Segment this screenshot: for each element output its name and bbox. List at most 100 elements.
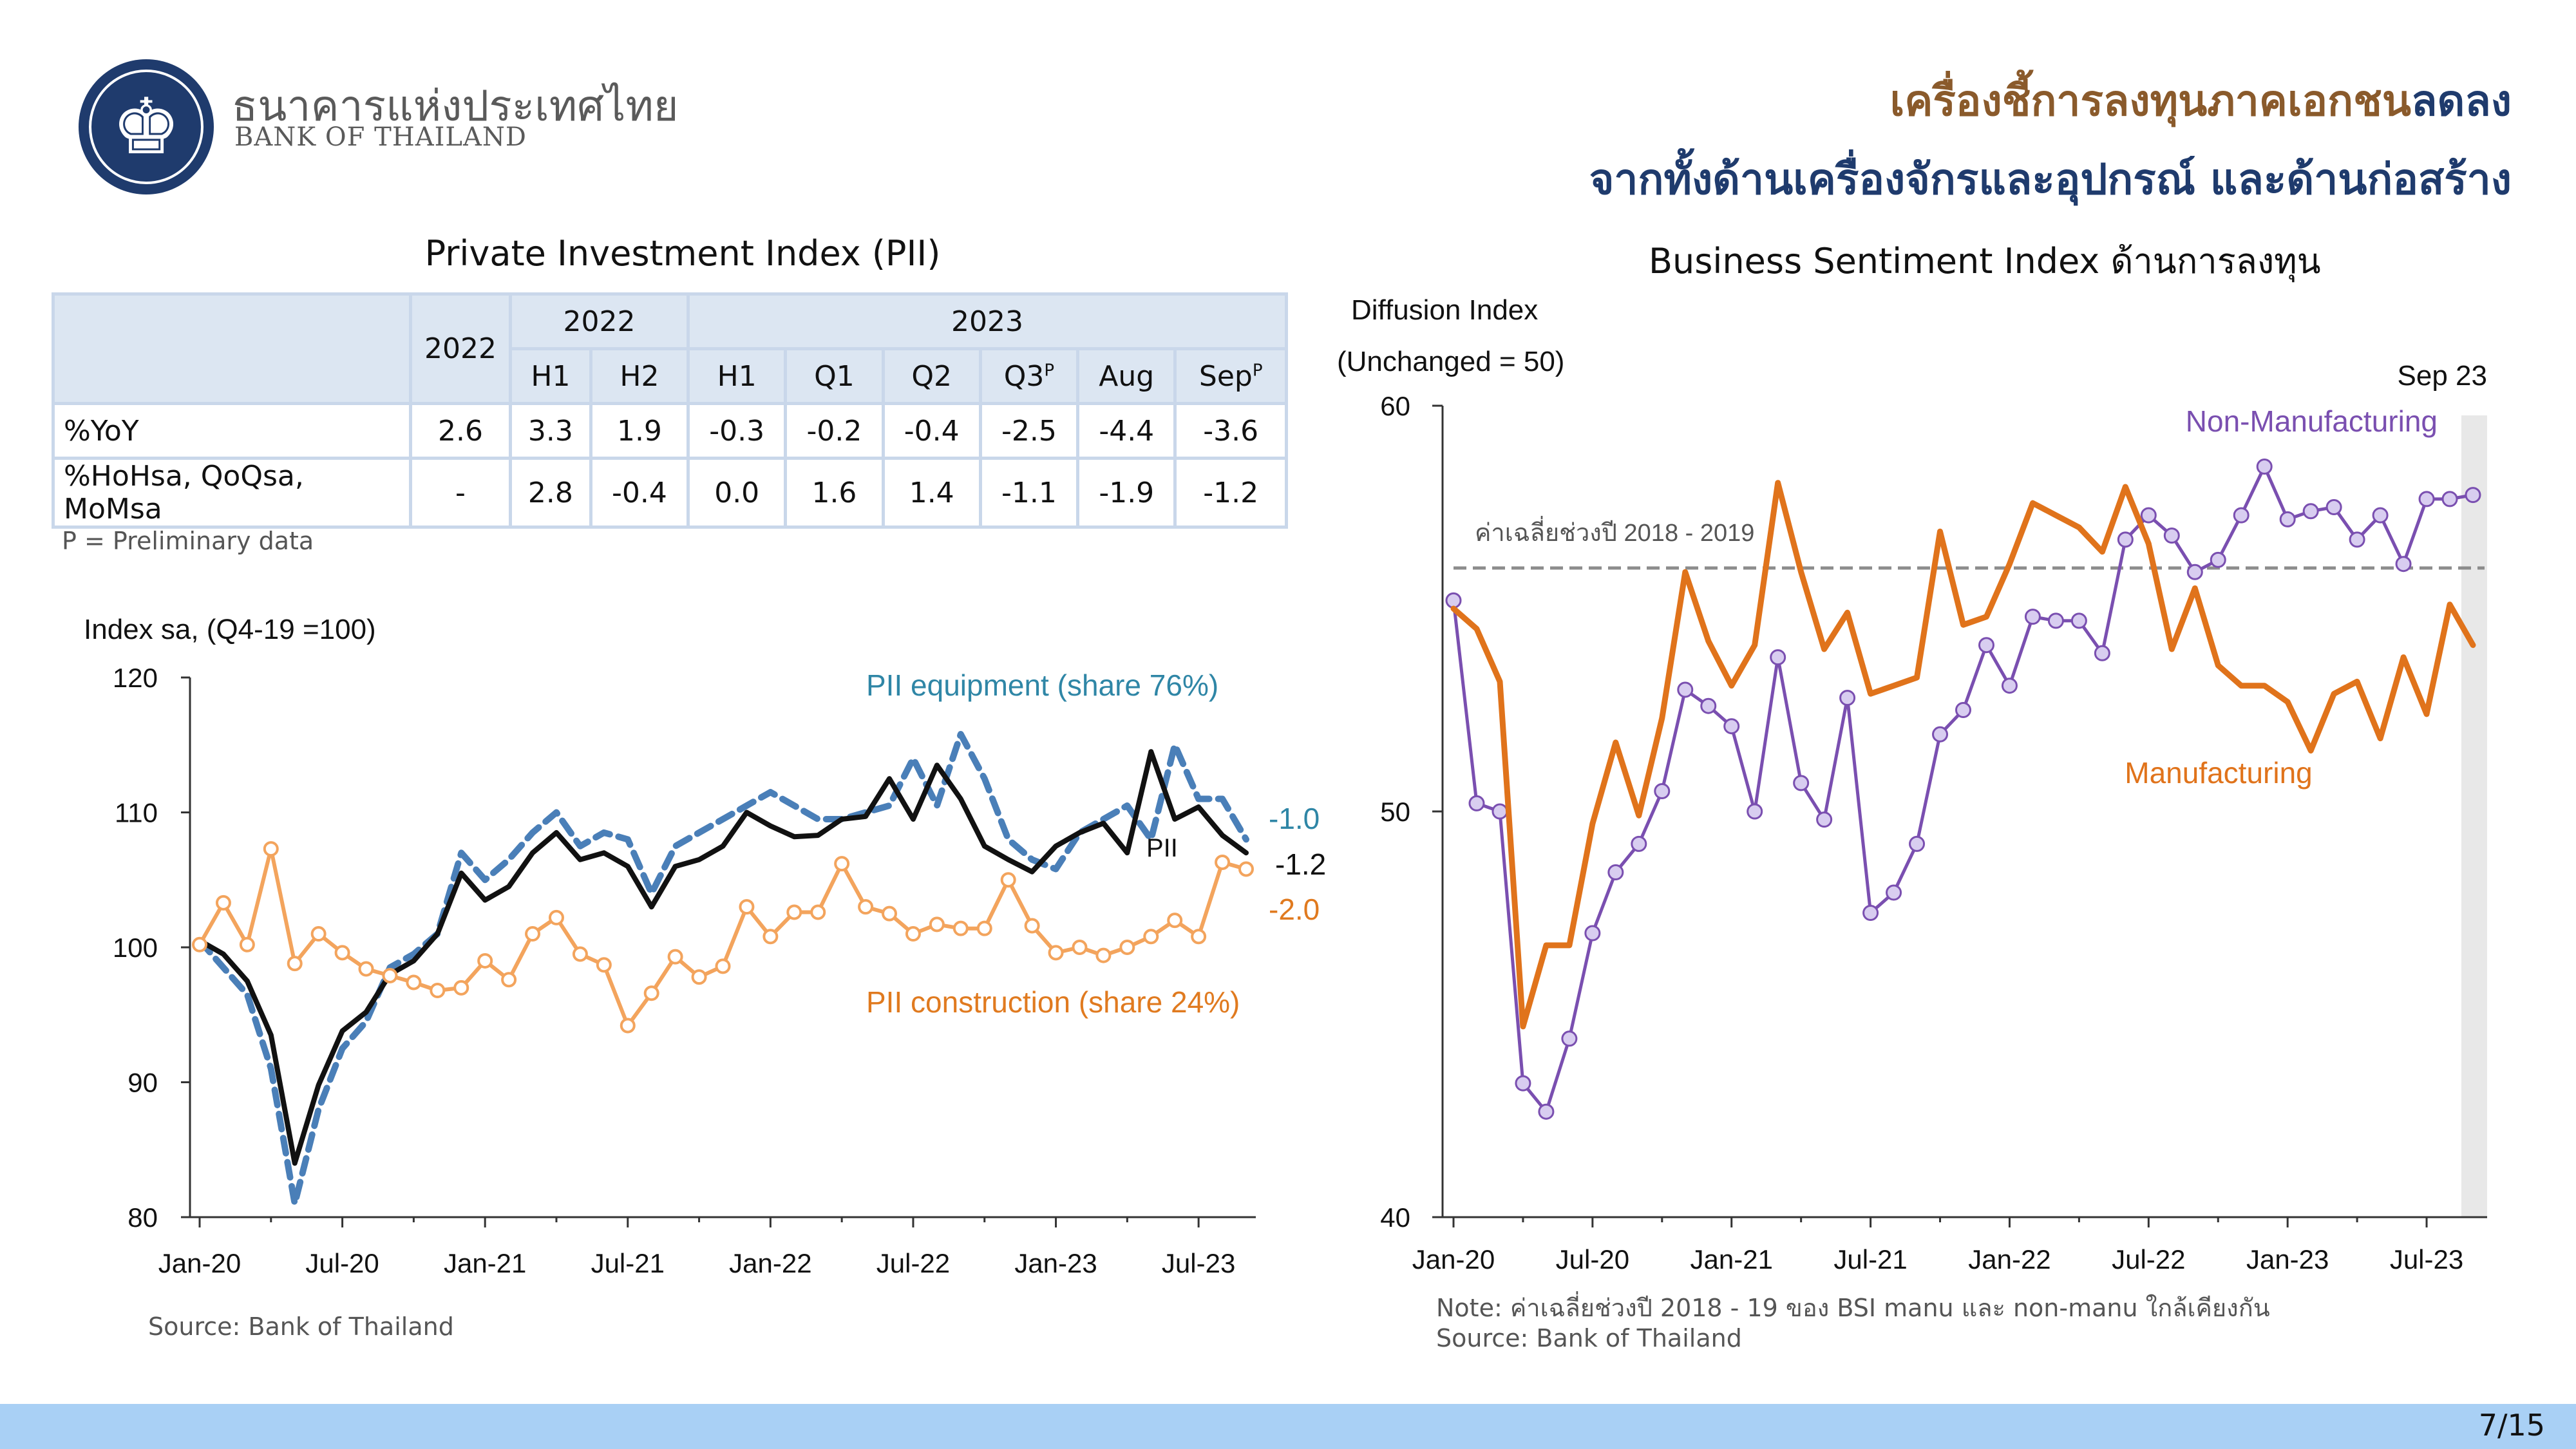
table-cell: 1.4 (881, 457, 982, 529)
garuda-emblem-icon: ♚ (111, 82, 181, 172)
bank-logo-ring (89, 70, 204, 184)
non-manufacturing-point (2210, 551, 2226, 568)
table-cell: -0.2 (784, 402, 885, 460)
slide-title-line2: จากทั้งด้านเครื่องจักรและอุปกรณ์ และด้าน… (1589, 155, 2512, 204)
construction-point (453, 980, 469, 996)
non-manufacturing-point (2395, 556, 2412, 573)
non-manufacturing-point (2233, 507, 2249, 524)
y-tick-label: 50 (1380, 797, 1410, 827)
y-tick-label: 110 (115, 798, 158, 828)
construction-point (1024, 918, 1040, 934)
preliminary-marker: P (1252, 360, 1263, 380)
table-cell: -1.9 (1076, 457, 1177, 529)
construction-point (667, 949, 683, 965)
construction-point (215, 895, 231, 911)
construction-point (1048, 945, 1064, 961)
non-manufacturing-point (1886, 884, 1902, 901)
non-manufacturing-point (2441, 491, 2458, 507)
table-row: %HoHsa, QoQsa, MoMsa -2.8 -0.4 0.0 1.6 1.4 -1.… (52, 457, 1288, 529)
column-label: Q2 (911, 359, 952, 393)
column-label: H1 (717, 359, 757, 393)
non-manufacturing-point (2070, 612, 2087, 629)
right-note: Note: ค่าเฉลี่ยช่วงปี 2018 - 19 ของ BSI … (1436, 1294, 2270, 1322)
table-column-header: Q3P (978, 347, 1080, 405)
row-label: %YoY (52, 402, 412, 460)
x-tick-label: Jan-21 (1690, 1244, 1773, 1274)
table-column-header: Q2 (881, 347, 982, 405)
non-manufacturing-point (2094, 645, 2110, 661)
construction-point (501, 972, 517, 988)
construction-point (310, 926, 327, 942)
non-manufacturing-point (2047, 612, 2064, 629)
table-group-header: 2022 (508, 292, 690, 350)
non-manufacturing-point (1955, 702, 1971, 718)
page-number: 7/15 (2478, 1408, 2545, 1443)
non-manufacturing-point (1723, 718, 1740, 735)
series-line-pii (197, 749, 1249, 1166)
table-cell: -1.2 (1173, 457, 1288, 529)
construction-point (525, 926, 541, 942)
non-manufacturing-point (1839, 690, 1856, 706)
pii-line-chart: Index sa, (Q4-19 =100) 80 90 100 110 120 Jan-2… (84, 614, 1327, 1278)
non-manufacturing-point (2117, 531, 2134, 548)
column-label: H1 (531, 359, 571, 393)
x-tick-label: Jan-20 (158, 1248, 241, 1278)
manufacturing-label: Manufacturing (2125, 756, 2313, 790)
non-manufacturing-point (2140, 507, 2157, 524)
construction-point (1167, 913, 1183, 929)
title-part-b: ลดลง (2411, 76, 2512, 126)
non-manufacturing-point (1607, 864, 1624, 880)
construction-point (1215, 855, 1231, 871)
non-manufacturing-point (2325, 499, 2342, 515)
bsi-chart-title: Business Sentiment Index ด้านการลงทุน (1649, 241, 2321, 281)
x-tick-label: Jul-23 (1162, 1248, 1235, 1278)
series-line-non-manufacturing (1452, 465, 2474, 1113)
y-tick-label: 80 (128, 1202, 158, 1233)
construction-point (786, 904, 802, 920)
construction-point (929, 916, 945, 933)
x-tick-label: Jul-21 (591, 1248, 665, 1278)
bank-name-english: BANK OF THAILAND (234, 122, 527, 152)
construction-point (976, 920, 992, 936)
non-manufacturing-point (1770, 649, 1786, 666)
x-tick-label: Jul-22 (876, 1248, 950, 1278)
construction-point (1191, 929, 1207, 945)
non-manufacturing-point (1515, 1075, 1531, 1092)
non-manufacturing-point (1492, 803, 1508, 820)
table-cell: 1.9 (589, 402, 690, 460)
construction-point (810, 904, 826, 920)
construction-point (858, 899, 874, 915)
y-tick-label: 120 (113, 663, 158, 693)
equipment-end-label: -1.0 % (1269, 802, 1327, 835)
table-cell: -2.5 (978, 402, 1080, 460)
table-group-header: 2023 (687, 292, 1288, 350)
construction-point (287, 956, 303, 972)
table-cell: -4.4 (1076, 402, 1177, 460)
y-axis-label-line1: Diffusion Index (1351, 294, 1538, 326)
non-manufacturing-point (1677, 681, 1694, 698)
row-label: %HoHsa, QoQsa, MoMsa (52, 457, 412, 529)
non-manufacturing-label: Non-Manufacturing (2186, 404, 2438, 438)
non-manufacturing-point (2186, 564, 2203, 580)
table-cell: 2.6 (409, 402, 512, 460)
table-cell: -1.1 (978, 457, 1080, 529)
construction-point (691, 969, 707, 985)
table-cell: -3.6 (1173, 402, 1288, 460)
construction-end-label: -2.0 % (1269, 893, 1327, 926)
construction-point (334, 945, 350, 961)
construction-point (572, 946, 588, 962)
left-source: Source: Bank of Thailand (148, 1312, 454, 1341)
y-tick-label: 90 (128, 1068, 158, 1098)
non-manufacturing-point (2372, 507, 2389, 524)
construction-point (952, 920, 969, 936)
construction-point (643, 985, 659, 1001)
construction-point (1095, 947, 1112, 963)
preliminary-marker: P (1044, 360, 1055, 380)
construction-point (358, 961, 374, 977)
table-column-header: H1 (509, 347, 592, 405)
non-manufacturing-point (2256, 459, 2273, 475)
construction-point (263, 841, 279, 857)
y-tick-label: 100 (113, 933, 158, 963)
x-tick-label: Jan-22 (729, 1248, 811, 1278)
shaded-latest-period (2461, 415, 2487, 1217)
